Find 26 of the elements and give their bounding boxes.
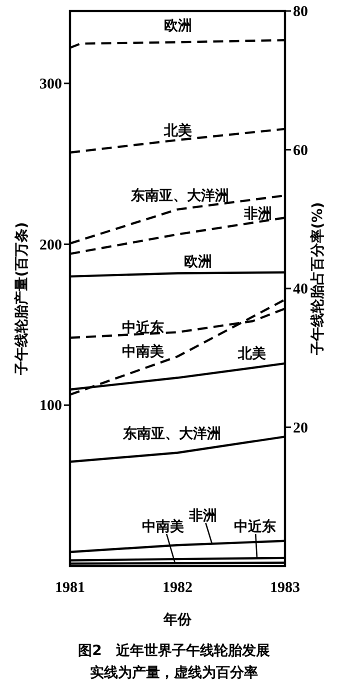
x-tick-label: 1983 (270, 580, 300, 596)
y-axis-title: 子午线轮胎产量(百万条) (13, 222, 30, 376)
x-tick-label: 1981 (55, 580, 85, 596)
series-label: 非洲 (188, 508, 217, 524)
text: 图2 近年世界子午线轮胎发展 (78, 642, 270, 659)
y2-tick-label: 20 (293, 420, 308, 436)
y-tick-label: 200 (40, 237, 62, 254)
text: 中南美 (142, 518, 184, 535)
series-label: 非洲 (243, 206, 272, 222)
series-label: 北美 (237, 345, 266, 362)
text: 实线为产量，虚线为百分率 (90, 664, 258, 681)
series-label: 欧洲 (184, 254, 212, 270)
y2-tick-label: 60 (293, 142, 308, 159)
series-label: 中近东 (234, 518, 276, 535)
series-label: 东南亚、大洋洲 (122, 425, 221, 442)
y2-axis-title: 子午线轮胎占百分率(%) (309, 202, 326, 356)
y2-tick-label: 40 (293, 282, 308, 298)
series-label: 东南亚、大洋洲 (130, 187, 229, 204)
series-label: 北美 (163, 122, 192, 139)
y-tick-label: 300 (40, 76, 62, 92)
x-tick-label: 1982 (162, 580, 192, 596)
x-axis-title: 年份 (162, 612, 192, 628)
y-tick-label: 100 (40, 398, 62, 414)
y2-tick-label: 80 (293, 4, 308, 20)
series-label: 中南美 (122, 343, 164, 360)
series-label: 欧洲 (164, 18, 192, 34)
